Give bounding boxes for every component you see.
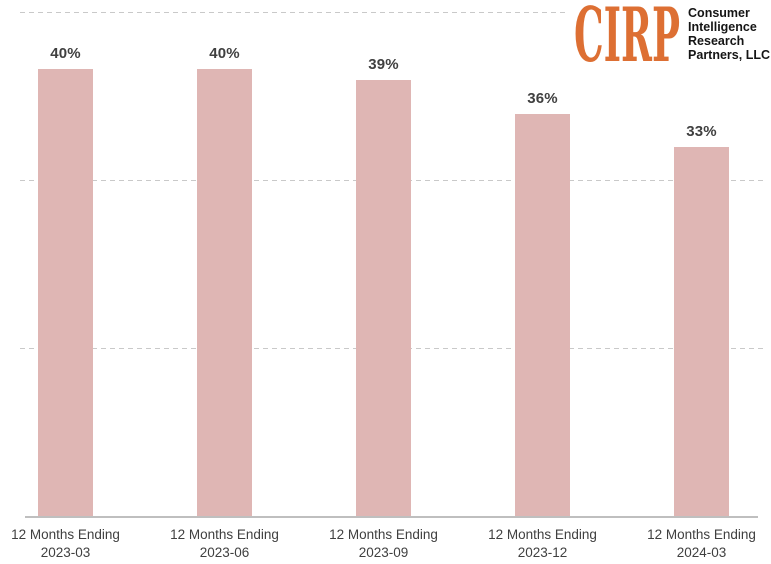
bar-value-label: 40%: [50, 45, 81, 62]
bar-value-label: 36%: [527, 89, 558, 107]
x-axis-label: 12 Months Ending 2023-03: [0, 526, 145, 564]
bar-columns: 40% 40% 39% 36% 33%: [0, 13, 771, 517]
cirp-wordmark-text: CIRP: [574, 4, 680, 64]
bar: [356, 80, 411, 517]
bar-value-label: 40%: [209, 45, 240, 62]
logo-org-line: Consumer: [688, 6, 750, 20]
bar: [197, 69, 252, 517]
bar-value-label: 33%: [686, 123, 717, 141]
bar: [38, 69, 93, 517]
x-axis-label: 12 Months Ending 2023-12: [463, 526, 622, 564]
x-axis-label: 12 Months Ending 2023-06: [145, 526, 304, 564]
bar-column: 40%: [145, 13, 304, 517]
x-axis-label: 12 Months Ending 2023-09: [304, 526, 463, 564]
logo-org-line: Intelligence: [688, 20, 757, 34]
bar: [515, 113, 570, 517]
x-axis-label-line2: 2023-03: [40, 545, 91, 561]
bar: [674, 147, 729, 517]
bar-column: 36%: [463, 13, 622, 517]
plot-area: 40% 40% 39% 36% 33%: [0, 12, 771, 518]
x-axis-label-line1: 12 Months Ending: [647, 527, 756, 542]
bar-column: 39%: [304, 13, 463, 517]
cirp-logo: CIRP Consumer Intelligence Research Part…: [568, 0, 770, 79]
x-axis-label-line1: 12 Months Ending: [170, 527, 279, 542]
cirp-wordmark: CIRP: [574, 0, 680, 79]
x-axis-label-line1: 12 Months Ending: [329, 527, 438, 542]
x-axis-label-line2: 2023-12: [517, 545, 568, 561]
logo-org-line: Partners, LLC: [688, 48, 770, 62]
bar-column: 33%: [622, 13, 771, 517]
logo-org-line: Research: [688, 34, 745, 48]
x-axis-label-line2: 2023-06: [199, 545, 250, 561]
x-axis-label-line1: 12 Months Ending: [11, 527, 120, 542]
logo-org-name: Consumer Intelligence Research Partners,…: [688, 4, 770, 62]
x-axis-label-line2: 2024-03: [676, 545, 727, 561]
x-axis-line: [25, 516, 758, 518]
x-axis-label-line2: 2023-09: [358, 545, 409, 561]
gridline: [20, 12, 767, 13]
bar-value-label: 39%: [368, 56, 399, 74]
bar-column: 40%: [0, 13, 145, 517]
cirp-wordmark-svg: CIRP: [574, 0, 680, 79]
x-axis-label: 12 Months Ending 2024-03: [622, 526, 771, 564]
x-axis-labels: 12 Months Ending 2023-03 12 Months Endin…: [0, 519, 771, 564]
x-axis-label-line1: 12 Months Ending: [488, 527, 597, 542]
